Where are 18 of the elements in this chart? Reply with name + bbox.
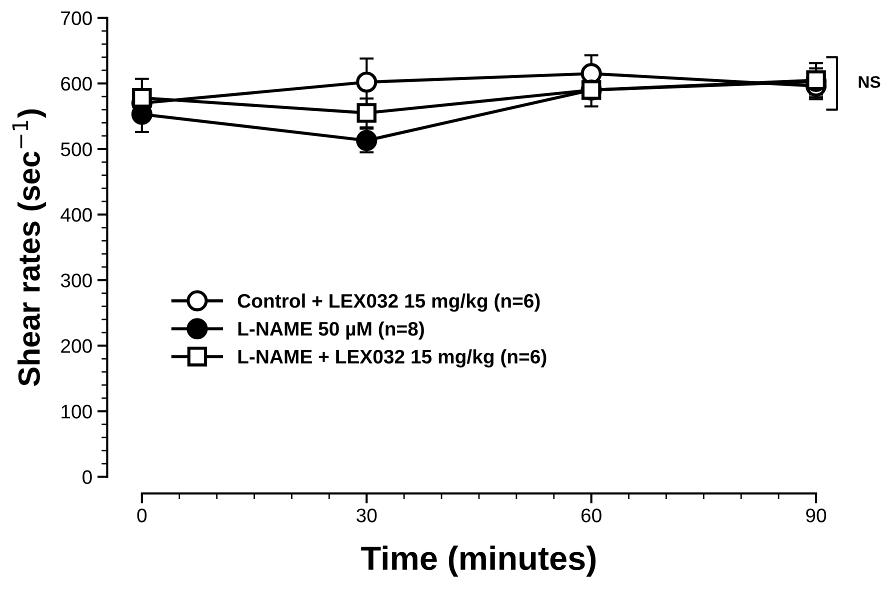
y-tick-label: 100 bbox=[62, 404, 92, 418]
legend-label: L-NAME + LEX032 15 mg/kg (n=6) bbox=[238, 349, 546, 368]
x-axis-title: Time (minutes) bbox=[361, 546, 596, 577]
y-tick-label: 600 bbox=[61, 76, 92, 91]
y-tick-label: 300 bbox=[60, 274, 92, 288]
x-tick-label: 60 bbox=[582, 508, 602, 522]
x-tick-label: 30 bbox=[356, 508, 377, 522]
annotation: NS bbox=[858, 76, 880, 88]
x-tick-label: 90 bbox=[806, 508, 826, 522]
x-tick-label: 0 bbox=[137, 508, 147, 522]
y-tick-label: 700 bbox=[61, 11, 92, 26]
y-tick-label: 500 bbox=[60, 142, 92, 156]
legend-label: L-NAME 50 µM (n=8) bbox=[238, 321, 424, 340]
legend-label: Control + LEX032 15 mg/kg (n=6) bbox=[238, 294, 540, 312]
y-tick-label: 0 bbox=[82, 470, 92, 484]
y-axis-title: Shear rates (sec$^{−1}$) bbox=[12, 109, 46, 386]
y-tick-label: 400 bbox=[60, 208, 92, 222]
y-tick-label: 200 bbox=[61, 339, 92, 353]
